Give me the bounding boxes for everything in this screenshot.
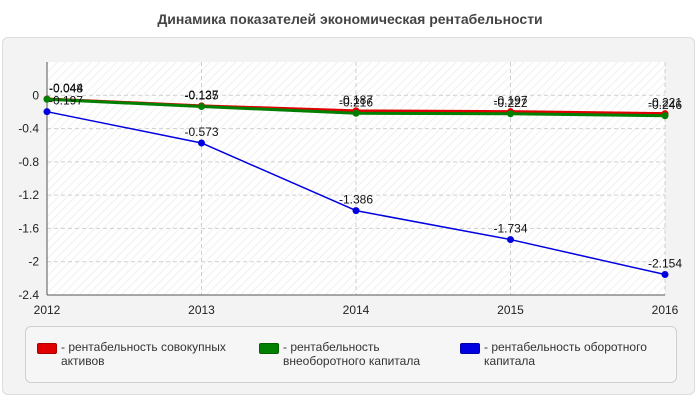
y-tick-label: 0: [32, 88, 39, 102]
data-label: -0.221: [648, 96, 682, 110]
data-point: [507, 110, 514, 118]
data-label: -0.187: [339, 93, 373, 107]
y-tick-label: -1.6: [18, 221, 39, 235]
legend-label: - рентабельность внеоборотного капитала: [283, 340, 420, 368]
data-point: [352, 207, 360, 215]
y-tick-label: -1.2: [18, 188, 39, 202]
chart-legend: - рентабельность совокупных активов - ре…: [25, 326, 677, 383]
y-tick-label: -0.4: [18, 122, 39, 136]
data-point: [661, 112, 669, 120]
data-label: -0.127: [184, 88, 218, 102]
legend-item-noncurrent-capital[interactable]: - рентабельность внеоборотного капитала: [259, 340, 453, 368]
data-label: -0.573: [184, 125, 218, 139]
x-tick-label: 2014: [343, 303, 370, 317]
data-point: [43, 108, 51, 116]
legend-swatch-green: [259, 343, 279, 354]
data-label: -1.734: [493, 222, 527, 236]
data-label: -0.044: [49, 81, 83, 95]
data-point: [507, 236, 514, 244]
legend-label: - рентабельность оборотного капитала: [484, 340, 647, 368]
data-label: -0.216: [339, 95, 373, 109]
y-tick-label: -0.8: [18, 155, 39, 169]
y-tick-label: -2: [28, 255, 39, 269]
data-label: -0.246: [648, 98, 682, 112]
data-label: -0.197: [49, 94, 83, 108]
legend-swatch-blue: [460, 343, 480, 354]
legend-item-total-assets[interactable]: - рентабельность совокупных активов: [37, 340, 241, 368]
y-tick-label: -2.4: [18, 288, 39, 302]
x-tick-label: 2013: [188, 303, 215, 317]
data-label: -0.135: [184, 89, 218, 103]
chart-title: Динамика показателей экономическая рента…: [157, 11, 543, 27]
data-label: -0.197: [493, 94, 527, 108]
data-point: [661, 271, 669, 279]
data-label: -1.386: [339, 193, 373, 207]
data-point: [352, 109, 360, 117]
x-tick-label: 2016: [652, 303, 679, 317]
x-tick-label: 2012: [34, 303, 61, 317]
data-point: [198, 139, 205, 147]
x-tick-label: 2015: [497, 303, 524, 317]
data-label: -2.154: [648, 257, 682, 271]
data-label: -0.048: [49, 81, 83, 95]
legend-item-working-capital[interactable]: - рентабельность оборотного капитала: [460, 340, 664, 368]
legend-swatch-red: [37, 343, 57, 354]
data-label: -0.222: [493, 96, 527, 110]
data-point: [43, 95, 51, 103]
legend-label: - рентабельность совокупных активов: [61, 340, 226, 368]
data-point: [198, 103, 205, 111]
